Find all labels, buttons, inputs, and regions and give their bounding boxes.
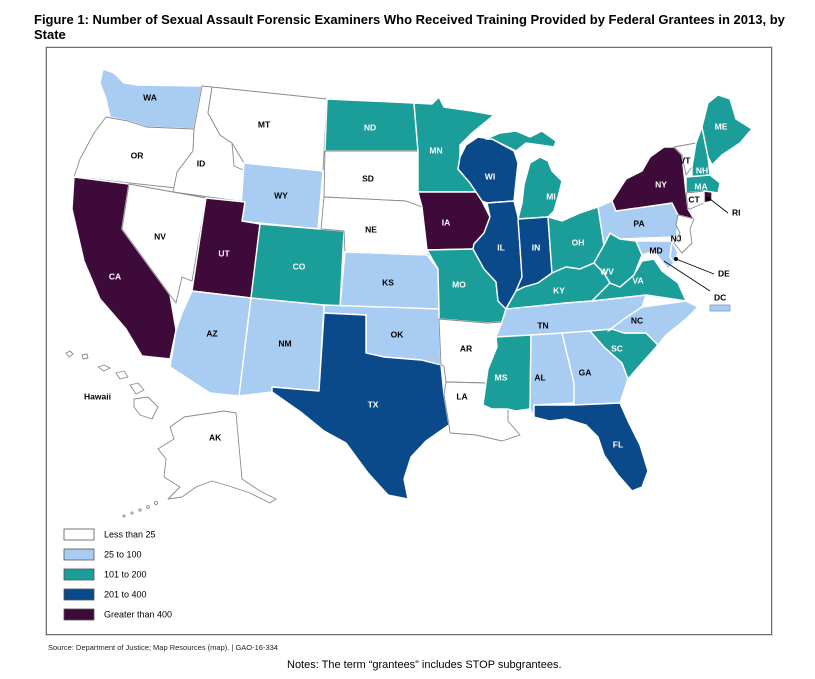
label-ms: MS xyxy=(495,372,508,382)
state-fl xyxy=(533,402,649,492)
label-ri: RI xyxy=(732,207,741,217)
label-ny: NY xyxy=(655,179,667,189)
ri-marker xyxy=(706,197,710,201)
label-nj: NJ xyxy=(671,233,682,243)
label-oh: OH xyxy=(572,237,585,247)
notes-line: Notes: The term “grantees” includes STOP… xyxy=(287,659,562,671)
label-wi: WI xyxy=(485,171,495,181)
label-nv: NV xyxy=(154,231,166,241)
legend-swatch xyxy=(63,568,95,581)
label-la: LA xyxy=(456,391,467,401)
label-tx: TX xyxy=(368,399,379,409)
de-marker xyxy=(674,257,678,261)
alaska-islands xyxy=(122,500,159,518)
label-hawaii: Hawaii xyxy=(84,391,111,401)
legend-label: 101 to 200 xyxy=(104,569,147,579)
label-ok: OK xyxy=(391,329,405,339)
label-ga: GA xyxy=(579,367,592,377)
label-fl: FL xyxy=(613,439,623,449)
label-de: DE xyxy=(718,268,730,278)
label-mt: MT xyxy=(258,119,271,129)
label-nc: NC xyxy=(631,315,643,325)
label-mo: MO xyxy=(452,279,466,289)
label-ma: MA xyxy=(694,181,707,191)
label-nm: NM xyxy=(278,338,291,348)
hawaii-islands xyxy=(65,350,159,420)
legend-label: Less than 25 xyxy=(104,529,156,539)
state-ak xyxy=(157,410,277,504)
label-wy: WY xyxy=(274,190,288,200)
label-ia: IA xyxy=(442,217,451,227)
dc-swatch xyxy=(709,304,731,312)
label-ky: KY xyxy=(553,285,565,295)
label-co: CO xyxy=(293,261,306,271)
label-md: MD xyxy=(649,245,662,255)
source-line: Source: Department of Justice; Map Resou… xyxy=(48,643,278,652)
state-nc xyxy=(607,300,699,346)
leader-lines xyxy=(663,198,729,292)
label-nd: ND xyxy=(364,122,376,132)
label-al: AL xyxy=(534,372,545,382)
label-ks: KS xyxy=(382,277,394,287)
label-ct: CT xyxy=(688,194,700,204)
label-mn: MN xyxy=(429,145,442,155)
label-tn: TN xyxy=(537,320,548,330)
label-va: VA xyxy=(632,275,643,285)
label-dc: DC xyxy=(714,292,726,302)
label-me: ME xyxy=(715,121,728,131)
label-sd: SD xyxy=(362,173,374,183)
label-mi: MI xyxy=(546,191,555,201)
label-or: OR xyxy=(131,150,144,160)
label-az: AZ xyxy=(206,328,217,338)
legend-swatch xyxy=(63,608,95,621)
state-ct xyxy=(685,190,705,210)
legend-swatch xyxy=(63,548,95,561)
label-sc: SC xyxy=(611,343,623,353)
state-md xyxy=(635,240,675,270)
label-wa: WA xyxy=(143,92,157,102)
label-nh: NH xyxy=(696,165,708,175)
label-ca: CA xyxy=(109,271,121,281)
label-id: ID xyxy=(197,158,206,168)
label-ut: UT xyxy=(218,248,230,258)
label-ak: AK xyxy=(209,432,222,442)
state-az xyxy=(169,290,252,397)
state-me xyxy=(701,94,753,166)
label-in: IN xyxy=(532,242,541,252)
figure-title: Figure 1: Number of Sexual Assault Foren… xyxy=(34,12,785,42)
state-nv xyxy=(121,183,207,304)
label-ar: AR xyxy=(460,343,472,353)
label-pa: PA xyxy=(633,218,644,228)
legend-label: Greater than 400 xyxy=(104,609,172,619)
legend-swatch xyxy=(63,588,95,601)
legend-label: 201 to 400 xyxy=(104,589,147,599)
us-map: WA OR CA ID NV MT WY UT AZ CO NM ND SD N… xyxy=(63,68,753,621)
state-tx xyxy=(271,312,450,500)
state-nj xyxy=(673,214,695,254)
state-mi xyxy=(485,130,563,220)
label-ne: NE xyxy=(365,224,377,234)
label-vt: VT xyxy=(680,155,692,165)
legend-swatch xyxy=(63,528,95,541)
label-il: IL xyxy=(497,242,505,252)
state-ny xyxy=(611,146,695,220)
legend-label: 25 to 100 xyxy=(104,549,142,559)
legend: Less than 25 25 to 100 101 to 200 201 to 40… xyxy=(63,528,172,621)
label-wv: WV xyxy=(600,266,614,276)
state-vt xyxy=(673,142,697,176)
